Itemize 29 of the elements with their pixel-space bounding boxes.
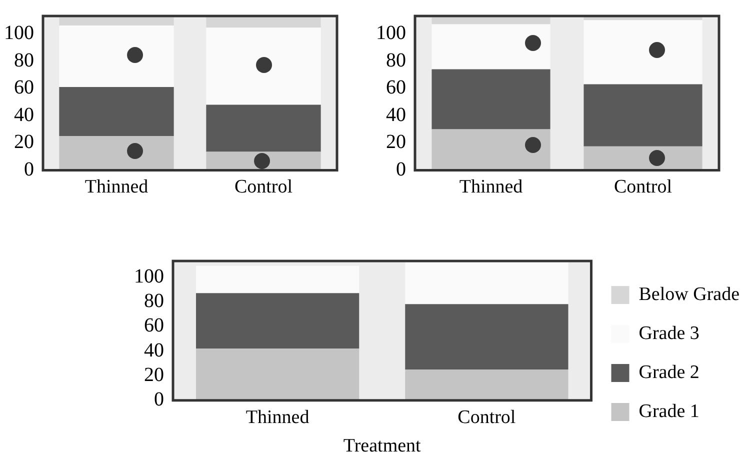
x-tick-label: Thinned [459,176,524,198]
y-tick-label: 80 [144,290,164,312]
y-tick-label: 40 [14,104,34,126]
y-tick-label: 20 [386,131,406,154]
y-tick-label: 0 [154,388,164,411]
legend-label: Grade 1 [638,400,700,422]
y-tick-label: 80 [14,49,34,72]
y-tick-label: 60 [144,314,164,337]
legend-label: Grade 2 [638,362,700,383]
y-tick-label: 40 [386,104,406,126]
x-tick-label: Control [458,406,516,428]
x-tick-label: Thinned [84,176,149,198]
y-tick-label: 20 [14,131,34,154]
text: Grade 3 [638,322,700,344]
y-tick-label: 100 [134,265,164,288]
y-tick-label: 100 [376,22,406,44]
y-tick-label: 60 [14,76,34,99]
x-axis-title: Treatment [343,436,422,457]
y-tick-label: 80 [386,49,406,72]
y-tick-label: 60 [386,76,406,99]
x-tick-label: Control [614,176,672,198]
y-tick-label: 0 [24,158,34,180]
x-tick-label: Thinned [246,406,310,428]
y-tick-label: 40 [144,339,164,362]
y-tick-label: 20 [144,364,164,386]
x-tick-label: Control [234,176,293,198]
y-tick-label: 0 [396,158,406,180]
y-tick-label: 100 [4,22,34,44]
legend-label: Below Grade [638,284,740,305]
